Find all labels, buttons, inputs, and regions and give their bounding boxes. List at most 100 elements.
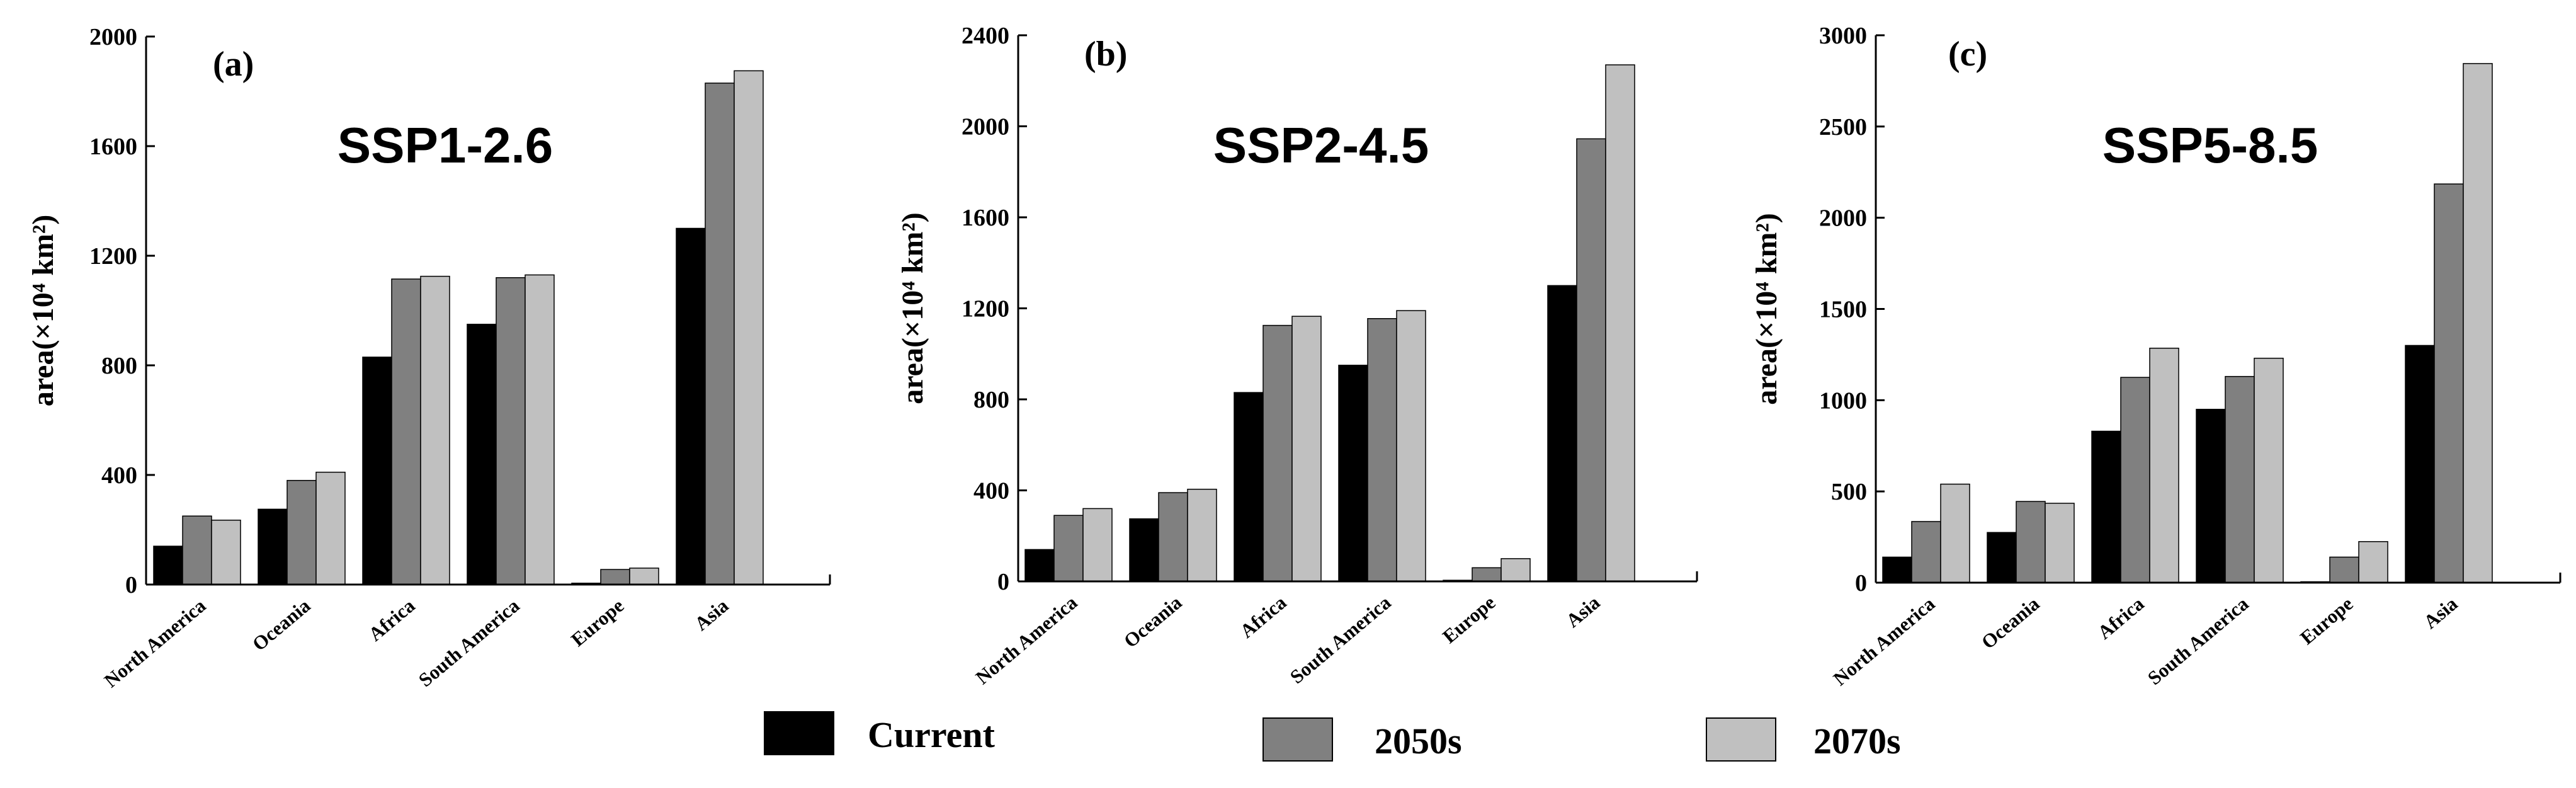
bar-2070s-south-america [2254, 357, 2284, 583]
y-tick-label: 2000 [1819, 205, 1867, 232]
x-category-label: Oceania [248, 594, 315, 655]
y-tick-label: 2500 [1819, 114, 1867, 140]
y-tick-label: 400 [973, 478, 1009, 505]
legend-swatch-current [764, 711, 834, 755]
chart-title: SSP2-4.5 [1213, 117, 1429, 173]
x-category-label: South America [2143, 592, 2253, 689]
chart-title: SSP1-2.6 [338, 117, 553, 173]
x-category-label: Europe [1438, 591, 1499, 648]
bar-2050s-asia [705, 83, 735, 585]
y-tick-label: 0 [125, 572, 137, 598]
x-category-label: North America [972, 591, 1082, 688]
bar-2070s-europe [1501, 558, 1531, 582]
x-category-label: North America [100, 594, 210, 692]
x-category-label: Asia [2419, 592, 2462, 633]
y-tick-label: 1200 [89, 243, 137, 270]
bar-2070s-south-america [525, 274, 555, 585]
panel-label: (a) [213, 45, 254, 84]
legend-swatch-2050s [1262, 717, 1333, 762]
bar-2070s-oceania [1187, 488, 1217, 582]
bar-current-south-america [1338, 365, 1368, 582]
y-axis-label: area(×10⁴ km²) [896, 212, 929, 404]
bar-2050s-africa [391, 278, 421, 585]
bar-2070s-north-america [1940, 483, 1970, 583]
legend: Current 2050s 2070s [764, 711, 1901, 762]
bar-2070s-oceania [315, 471, 346, 585]
y-tick-label: 2000 [962, 114, 1009, 140]
bar-2050s-south-america [1367, 318, 1397, 582]
bar-2070s-south-america [1396, 310, 1426, 582]
bar-2050s-south-america [2225, 375, 2255, 583]
x-category-label: Oceania [1120, 591, 1186, 652]
bar-2050s-south-america [496, 277, 526, 585]
x-category-label: North America [1829, 592, 1939, 690]
y-tick-label: 0 [997, 569, 1009, 595]
bar-current-south-america [2196, 409, 2226, 583]
bar-2050s-europe [1472, 567, 1502, 582]
y-tick-label: 2400 [962, 23, 1009, 49]
bar-2050s-oceania [287, 479, 317, 585]
bar-2050s-asia [2434, 183, 2464, 583]
legend-label-2050s: 2050s [1375, 721, 1462, 762]
panel-label: (c) [1948, 35, 1987, 74]
bar-current-asia [676, 227, 706, 585]
chart-title: SSP5-8.5 [2102, 117, 2318, 173]
x-category-label: Oceania [1977, 592, 2044, 653]
bar-2050s-africa [2120, 377, 2150, 583]
y-axis-label: area(×10⁴ km²) [26, 215, 60, 407]
panel-label: (b) [1084, 35, 1127, 74]
bar-current-north-america [1024, 549, 1055, 582]
chart-panel-2: 0 400 800 1200 1600 2000 2400 North America Ocea… [896, 23, 1698, 688]
bar-2050s-asia [1576, 138, 1606, 582]
bar-2070s-asia [734, 70, 764, 585]
bar-2070s-north-america [1082, 508, 1113, 582]
x-category-label: Africa [364, 594, 419, 645]
x-category-label: Asia [1562, 591, 1604, 632]
x-category-label: Africa [1235, 591, 1290, 642]
bar-2070s-africa [2149, 348, 2179, 583]
x-category-label: South America [1286, 591, 1395, 688]
bar-current-oceania [1129, 518, 1159, 582]
y-tick-label: 0 [1855, 570, 1867, 597]
bar-current-africa [1234, 392, 1264, 582]
bar-2050s-europe [600, 569, 630, 585]
x-category-label: Africa [2093, 592, 2148, 643]
bar-current-asia [1547, 285, 1577, 582]
bar-2050s-oceania [1158, 492, 1188, 582]
bar-2050s-africa [1262, 324, 1293, 582]
bar-current-oceania [258, 508, 288, 585]
y-tick-label: 1200 [962, 296, 1009, 323]
bar-current-oceania [1987, 532, 2017, 583]
y-tick-label: 500 [1831, 479, 1867, 505]
x-category-label: Europe [2296, 593, 2357, 649]
bar-current-north-america [153, 545, 183, 585]
bar-2050s-north-america [182, 515, 212, 585]
chart-panel-1: 0 400 800 1200 1600 2000 North America Oceania A… [26, 24, 831, 692]
bar-current-africa [362, 357, 392, 585]
y-axis-label: area(×10⁴ km²) [1750, 213, 1783, 405]
x-category-label: Europe [567, 595, 628, 651]
y-tick-label: 1000 [1819, 387, 1867, 414]
bar-current-africa [2091, 430, 2121, 583]
bar-2070s-africa [420, 275, 450, 585]
y-tick-label: 400 [101, 462, 137, 489]
bar-2050s-north-america [1911, 521, 1941, 583]
bar-current-north-america [1882, 556, 1912, 583]
x-category-label: Asia [690, 594, 733, 635]
legend-label-2070s: 2070s [1813, 721, 1901, 762]
legend-label-current: Current [868, 714, 996, 755]
y-tick-label: 800 [101, 353, 137, 379]
y-tick-label: 2000 [89, 24, 137, 50]
y-tick-label: 1500 [1819, 297, 1867, 323]
y-tick-label: 1600 [962, 205, 1009, 231]
bar-2050s-north-america [1053, 515, 1084, 582]
bar-2070s-asia [1605, 64, 1635, 582]
y-tick-label: 3000 [1819, 23, 1867, 49]
chart-panel-3: 0 500 1000 1500 2000 2500 3000 North America Oce… [1750, 23, 2562, 690]
legend-swatch-2070s [1706, 717, 1776, 762]
bar-2050s-oceania [2016, 501, 2046, 583]
bar-2070s-oceania [2045, 503, 2075, 583]
bar-2070s-africa [1291, 316, 1322, 582]
x-category-label: South America [414, 594, 524, 691]
